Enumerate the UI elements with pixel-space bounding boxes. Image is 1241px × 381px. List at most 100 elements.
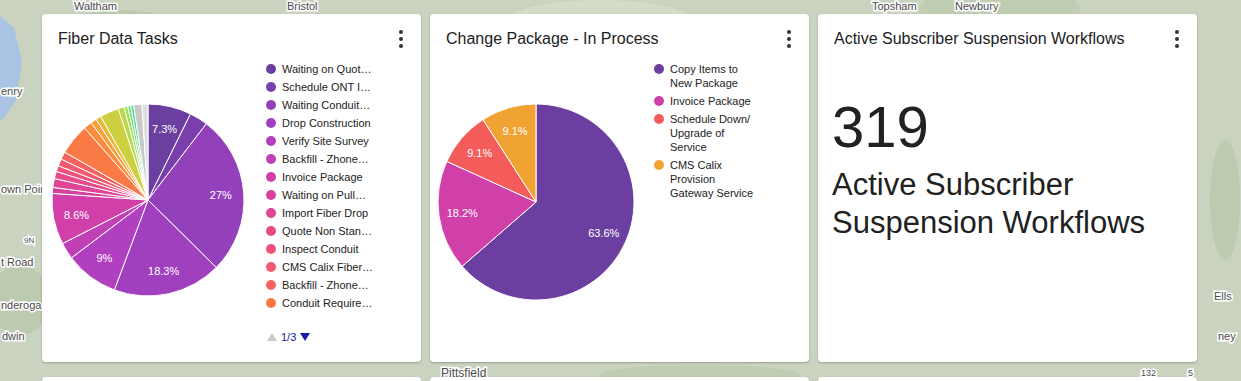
- legend-swatch: [266, 244, 276, 254]
- legend-swatch: [654, 160, 664, 170]
- legend-swatch: [266, 100, 276, 110]
- map-label: 9N: [24, 236, 34, 245]
- pager-up-icon: [267, 333, 277, 341]
- menu-dot: [1175, 30, 1179, 34]
- slice-label: 63.6%: [588, 227, 619, 239]
- legend-item: Invoice Package: [654, 94, 758, 108]
- slice-label: 27%: [210, 189, 232, 201]
- chart-title: Active Subscriber Suspension Workflows: [834, 30, 1125, 48]
- legend-label: Waiting on Pull…: [282, 188, 421, 202]
- pager-up[interactable]: [266, 332, 278, 342]
- legend-swatch: [266, 172, 276, 182]
- legend-item: Inspect Conduit: [266, 242, 421, 256]
- menu-dot: [787, 30, 791, 34]
- pie-slice: [52, 193, 148, 243]
- map-label: nderoga: [1, 299, 42, 311]
- legend-swatch: [266, 82, 276, 92]
- chart-title: Change Package - In Process: [446, 30, 659, 48]
- slice-label: 9.1%: [502, 125, 527, 137]
- legend-item: Verify Site Survey: [266, 134, 421, 148]
- pager-label: 1/3: [281, 331, 296, 343]
- map-lake: [0, 16, 22, 120]
- legend-label: Invoice Package: [670, 94, 758, 108]
- legend-item: Schedule Down/ Upgrade of Service: [654, 112, 758, 154]
- map-base: [0, 0, 1241, 381]
- slice-label: 9.1%: [467, 147, 492, 159]
- legend-label: CMS Calix Fiber…: [282, 260, 421, 274]
- menu-icon[interactable]: [398, 30, 404, 48]
- legend-swatch: [266, 262, 276, 272]
- kpi-label: Active Subscriber Suspension Workflows: [832, 166, 1182, 242]
- legend-item: Invoice Package: [266, 170, 421, 184]
- map-label: Bristol: [287, 0, 318, 12]
- legend-label: Waiting Conduit…: [282, 98, 421, 112]
- card-edge: [430, 377, 809, 381]
- menu-dot: [787, 44, 791, 48]
- legend-item: Waiting Conduit…: [266, 98, 421, 112]
- legend-label: Conduit Require…: [282, 296, 421, 310]
- pager-down[interactable]: [299, 332, 311, 342]
- map-label: Newbury: [955, 0, 999, 12]
- legend-swatch: [654, 96, 664, 106]
- pie-slice: [134, 104, 148, 200]
- legend-swatch: [654, 64, 664, 74]
- slice-label: 8.6%: [64, 209, 89, 221]
- legend-label: Backfill - Zhone…: [282, 152, 421, 166]
- legend-label: Schedule Down/ Upgrade of Service: [670, 112, 758, 154]
- map-label: Waltham: [74, 0, 117, 12]
- legend-label: Copy Items to New Package: [670, 62, 758, 90]
- card: 63.6% 18.2% 9.1% 9.1% Copy Items to New Pack…: [430, 14, 809, 362]
- menu-dot: [399, 30, 403, 34]
- legend-item: Import Fiber Drop: [266, 206, 421, 220]
- legend-item: Drop Construction: [266, 116, 421, 130]
- legend-item: Schedule ONT I…: [266, 80, 421, 94]
- menu-icon[interactable]: [1174, 30, 1180, 48]
- pager-down-icon: [300, 333, 310, 341]
- legend-swatch: [266, 280, 276, 290]
- slice-label: 18.3%: [148, 265, 179, 277]
- card-edge: [42, 377, 421, 381]
- legend-swatch: [266, 154, 276, 164]
- menu-dot: [1175, 37, 1179, 41]
- slice-label: 18.2%: [447, 207, 478, 219]
- menu-dot: [787, 37, 791, 41]
- legend-swatch: [266, 298, 276, 308]
- map-label: t Road: [1, 256, 33, 268]
- map-label: enry: [1, 85, 23, 97]
- kpi-value: 319: [832, 98, 929, 156]
- chart-title: Fiber Data Tasks: [58, 30, 178, 48]
- slice-labels: 63.6% 18.2% 9.1% 9.1%: [447, 125, 620, 239]
- menu-icon[interactable]: [786, 30, 792, 48]
- legend-label: Waiting on Quot…: [282, 62, 421, 76]
- legend-label: Drop Construction: [282, 116, 421, 130]
- pie-slice: [142, 104, 148, 200]
- slice-label: 9%: [96, 252, 112, 264]
- legend-label: Invoice Package: [282, 170, 421, 184]
- legend-item: Copy Items to New Package: [654, 62, 758, 90]
- legend-swatch: [266, 226, 276, 236]
- legend-pager: 1/3: [266, 331, 311, 343]
- map-label: Ells: [1214, 290, 1232, 302]
- legend-label: Import Fiber Drop: [282, 206, 421, 220]
- card-edge: [818, 377, 1197, 381]
- slice-labels: 7.3% 27% 18.3% 9% 8.6%: [64, 123, 232, 277]
- legend-label: Quote Non Stan…: [282, 224, 421, 238]
- legend-swatch: [266, 64, 276, 74]
- legend-swatch: [654, 114, 664, 124]
- legend-item: Waiting on Pull…: [266, 188, 421, 202]
- legend-label: Inspect Conduit: [282, 242, 421, 256]
- dashboard: WalthamBristolTopshamNewburyenryown Poin…: [0, 0, 1241, 381]
- menu-dot: [1175, 44, 1179, 48]
- legend-swatch: [266, 136, 276, 146]
- map-label: dwin: [2, 330, 25, 342]
- map-terrain: [1210, 140, 1240, 260]
- legend-item: Backfill - Zhone…: [266, 152, 421, 166]
- legend-label: Verify Site Survey: [282, 134, 421, 148]
- legend-swatch: [266, 118, 276, 128]
- slice-label: 7.3%: [152, 123, 177, 135]
- card: 319 Active Subscriber Suspension Workflow…: [818, 14, 1197, 362]
- legend-label: Schedule ONT I…: [282, 80, 421, 94]
- legend-item: CMS Calix Provision Gateway Service: [654, 158, 758, 200]
- legend-item: CMS Calix Fiber…: [266, 260, 421, 274]
- legend-label: Backfill - Zhone…: [282, 278, 421, 292]
